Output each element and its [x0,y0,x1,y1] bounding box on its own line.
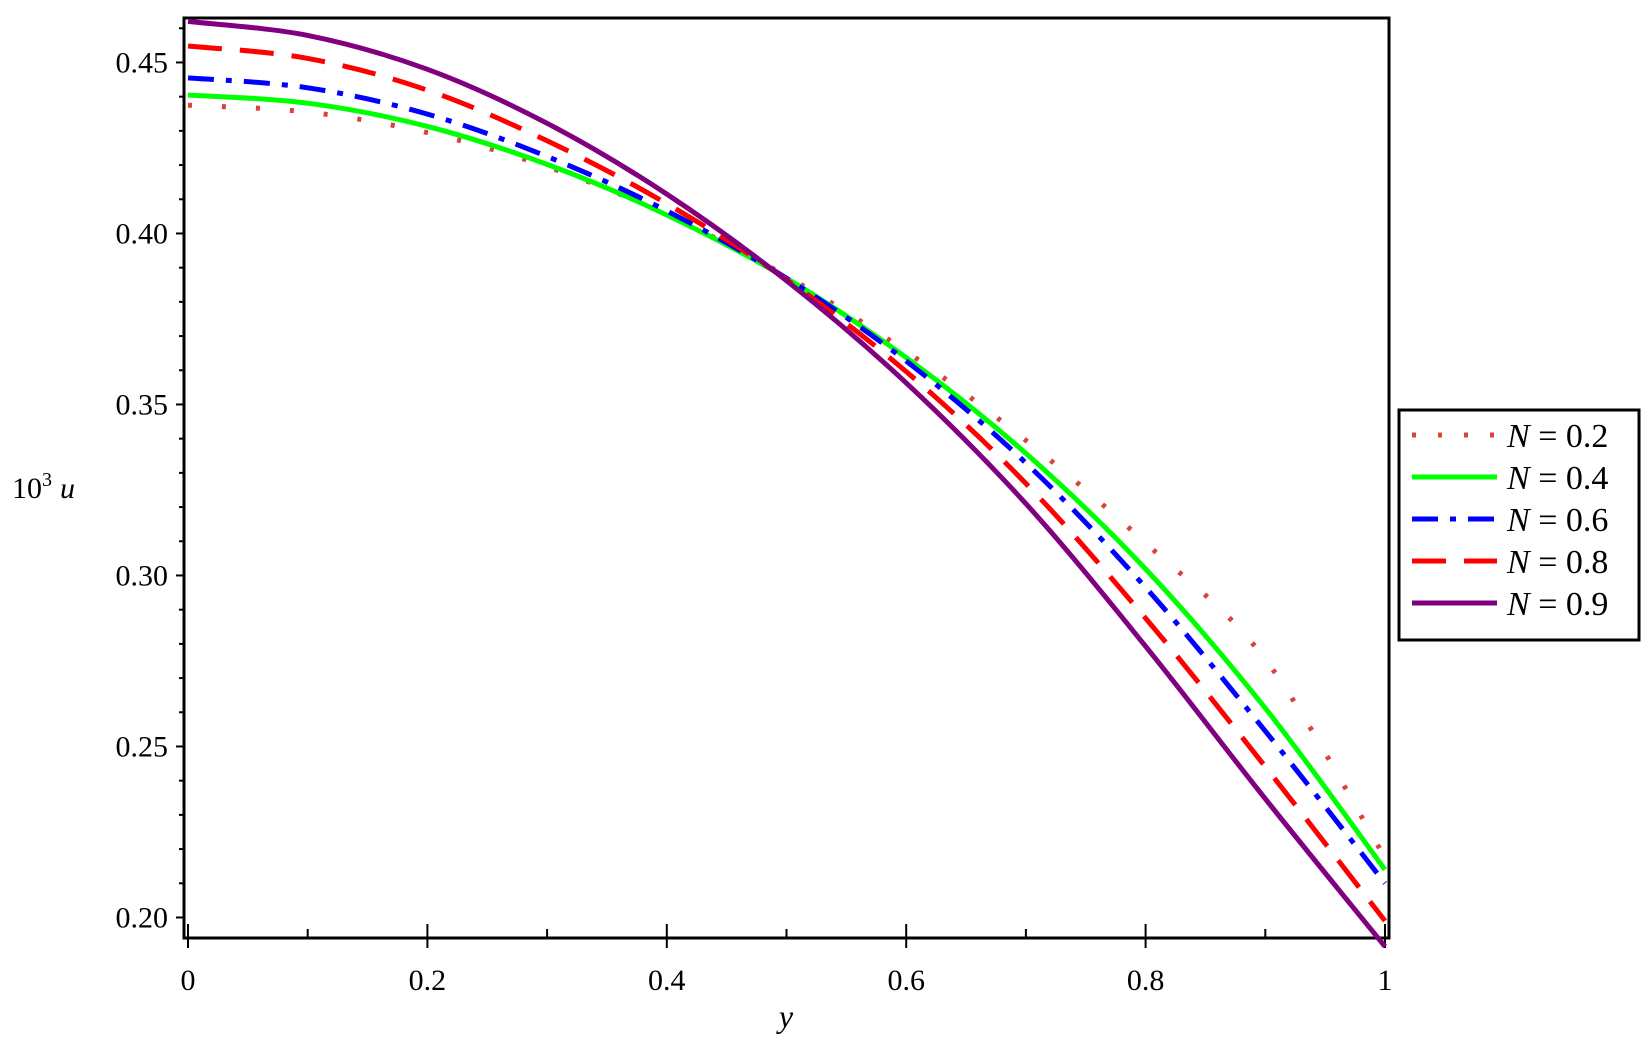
x-axis-label: y [776,998,794,1034]
y-tick-label: 0.20 [116,901,169,934]
y-axis-label-exponent: 3 [42,469,52,491]
y-tick-label: 0.35 [116,388,169,421]
axis-ticks [176,27,1386,948]
series-line-2 [187,92,1388,872]
y-axis-label: 103 u [12,469,75,505]
series-lines [187,18,1388,949]
y-axis-label-symbol: u [60,472,75,505]
x-tick-label: 0 [181,964,196,997]
y-tick-label: 0.25 [116,730,169,763]
x-tick-label: 0.6 [887,964,925,997]
series-line-1 [187,102,1388,859]
x-tick-label: 0.8 [1127,964,1165,997]
y-axis-label-base: 10 [12,472,42,505]
series-line-3 [187,75,1387,885]
legend: N = 0.2 N = 0.4 N = 0.6 N = 0.8 N = 0.9 [1397,408,1641,642]
plot-frame [182,16,1391,940]
y-tick-label: 0.45 [116,46,169,79]
legend-label: N = 0.2 [1506,418,1608,455]
series-line-4 [187,43,1387,923]
legend-label: N = 0.9 [1506,586,1608,623]
x-tick-label: 1 [1378,964,1393,997]
x-tick-label: 0.4 [648,964,686,997]
legend-label: N = 0.8 [1506,544,1608,581]
y-tick-label: 0.40 [116,217,169,250]
legend-label: N = 0.6 [1506,502,1608,539]
y-tick-label: 0.30 [116,559,169,592]
legend-label: N = 0.4 [1506,460,1608,497]
x-tick-label: 0.2 [409,964,447,997]
legend-items: N = 0.2 N = 0.4 N = 0.6 N = 0.8 N = 0.9 [1412,418,1608,623]
series-line-5 [187,18,1387,949]
axis-tick-labels: 0 0.2 0.4 0.6 0.8 1 0.20 0.25 0.30 0.35 0.40 0.45 [116,46,1393,997]
